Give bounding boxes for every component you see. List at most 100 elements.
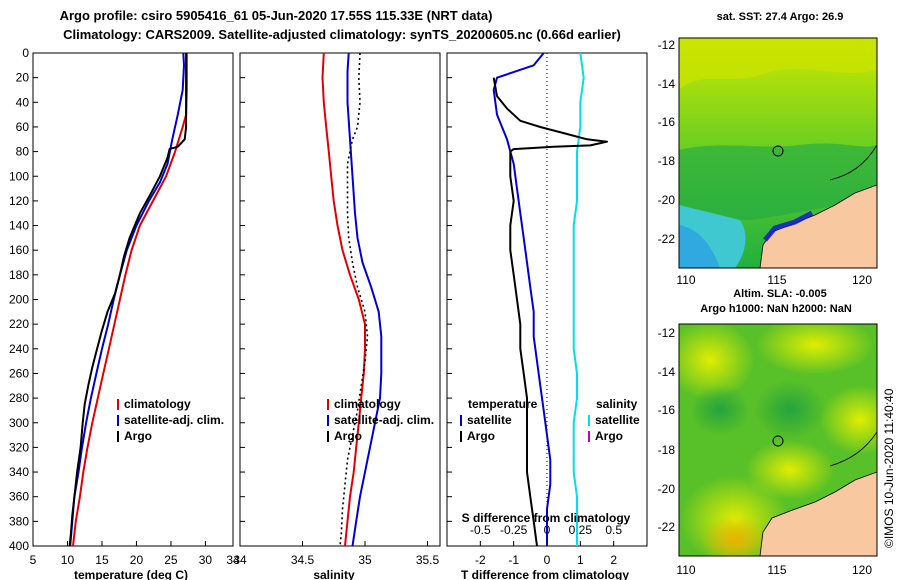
ytick-label: 360 [9,490,29,504]
xtick-label: 110 [676,273,695,287]
isobath-contour [829,431,877,467]
ytick-label: -18 [658,154,676,168]
ytick-label: 20 [16,71,30,85]
sst-map-yticks: -12 -14 -16 -18 -20 -22 [658,38,676,246]
sst-warm-band [679,38,877,90]
ytick-label: 320 [9,440,29,454]
salinity-legend: climatology satellite-adj. clim. Argo [327,397,434,443]
xtick-label: 0 [544,553,551,567]
series-t-argo [492,77,608,547]
argo-float-marker [772,435,784,447]
xtick-label: -1 [508,553,519,567]
upper-xtick-label: 0.5 [605,523,622,537]
ytick-label: 240 [9,342,29,356]
sla-high-blob [820,385,877,455]
sst-map-xticks: 110 115 120 [676,273,872,287]
difference-upper-xlabel: S difference from climatology [462,511,631,525]
ytick-label: -22 [658,520,676,534]
series-layer [68,52,608,547]
xtick-label: -2 [475,553,486,567]
legend-label-climatology: climatology [124,397,191,411]
ytick-label: 300 [9,416,29,430]
xtick-label: 34.5 [291,553,315,567]
legend-label-argo: Argo [124,429,152,443]
sla-high-blob [679,324,755,400]
xtick-label: 110 [676,563,695,577]
xtick-label: 5 [30,553,37,567]
ytick-label: 280 [9,391,29,405]
title-line-2: Climatology: CARS2009. Satellite-adjuste… [63,27,621,42]
ytick-label: 100 [9,169,29,183]
axes-layer: 5 10 15 20 25 30 34020406080100120140160180200… [9,46,622,567]
sla-map-frame [678,323,878,557]
isobath-contour [829,144,877,181]
legend-label-t-argo: Argo [467,429,495,443]
ytick-label: -12 [658,38,676,52]
ytick-label: -20 [658,193,676,207]
sla-map-yticks: -12 -14 -16 -18 -20 -22 [658,326,676,534]
xtick-label: 35.5 [416,553,440,567]
series-argo [68,53,188,547]
upper-xtick-label: 0.25 [569,523,593,537]
difference-panel [446,52,648,547]
xtick-label: 15 [95,553,109,567]
xtick-label: 2 [610,553,617,567]
ytick-label: 200 [9,293,29,307]
ytick-label: 340 [9,465,29,479]
ytick-label: -16 [658,403,676,417]
sla-low-blob [690,385,750,435]
legend-title-temperature: temperature [468,397,538,411]
australia-land [759,471,877,556]
ytick-label: 160 [9,243,29,257]
ytick-label: 0 [22,46,29,60]
sla-map-title: Altim. SLA: -0.005 [733,288,827,300]
ytick-label: 140 [9,219,29,233]
series-satellite-adj-clim [346,52,383,547]
sla-map-subtitle: Argo h1000: NaN h2000: NaN [700,303,852,315]
legend-label-s-argo: Argo [595,429,623,443]
xtick-label: 30 [199,553,213,567]
ytick-label: 380 [9,514,29,528]
sla-highest-blob [700,515,770,556]
sst-map-title: sat. SST: 27.4 Argo: 26.9 [717,11,844,23]
xtick-label: 20 [130,553,144,567]
sst-coastal-cold-strip [763,210,814,242]
ytick-label: -14 [658,77,676,91]
xtick-label: 34 [233,553,247,567]
imos-credit: ©IMOS 10-Jun-2020 11:40:40 [882,388,896,548]
xtick-label: 1 [577,553,584,567]
difference-xlabel: T difference from climatology [461,568,629,580]
series-climatology [321,52,366,547]
sst-map [679,38,877,268]
ytick-label: -12 [658,326,676,340]
ytick-label: 80 [16,145,30,159]
ytick-label: -14 [658,365,676,379]
temperature-panel [32,52,234,547]
ytick-label: 180 [9,268,29,282]
xtick-label: 115 [767,563,786,577]
sst-cool-band [679,143,877,220]
ytick-label: -16 [658,115,676,129]
sla-map [679,324,877,556]
legend-label-climatology: climatology [334,397,401,411]
sla-low-blob [755,380,825,440]
ytick-label: 400 [9,539,29,553]
difference-legend: temperature satellite Argo salinity sate… [460,397,640,443]
ytick-label: 260 [9,366,29,380]
ytick-label: 40 [16,95,30,109]
xtick-label: 10 [61,553,75,567]
sla-map-xticks: 110 115 120 [676,563,872,577]
legend-label-satellite: satellite-adj. clim. [334,413,434,427]
temperature-legend: climatology satellite-adj. clim. Argo [117,397,224,443]
xtick-label: 120 [852,273,872,287]
series-argo [339,52,369,547]
series-s-satellite [572,52,585,546]
ytick-label: 120 [9,194,29,208]
salinity-xlabel: salinity [313,568,355,580]
title-line-1: Argo profile: csiro 5905416_61 05-Jun-20… [60,8,493,23]
ytick-label: 220 [9,317,29,331]
argo-float-marker [772,145,784,157]
sst-map-frame [678,37,878,269]
series-climatology [72,53,188,547]
